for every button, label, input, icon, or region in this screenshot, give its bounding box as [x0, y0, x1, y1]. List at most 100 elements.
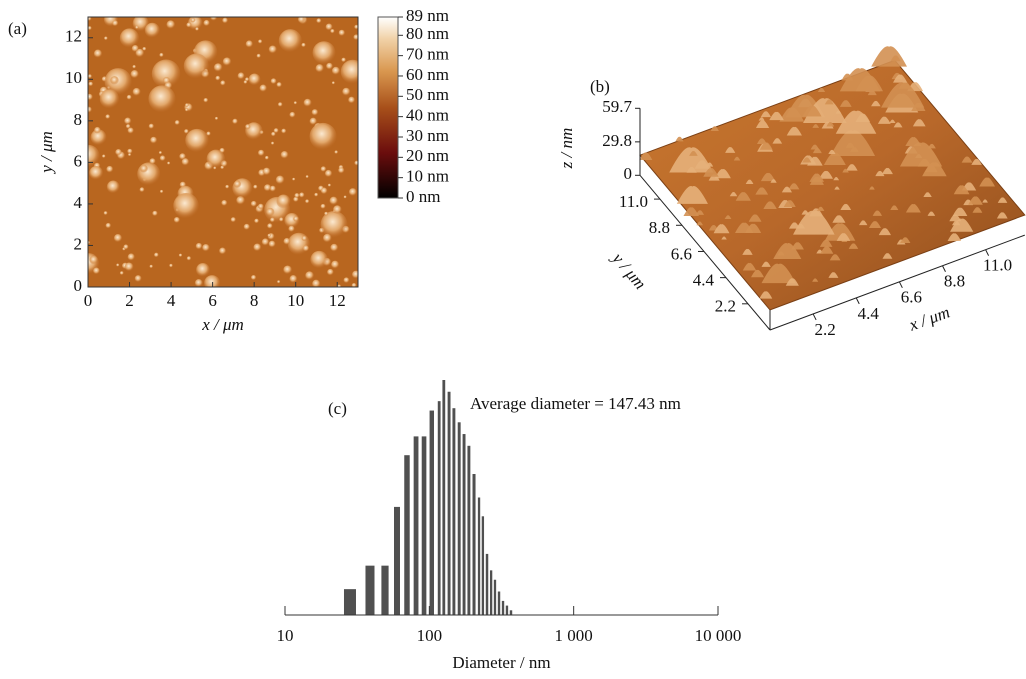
texture-blob	[276, 82, 282, 88]
colorbar-tick-label: 70 nm	[406, 45, 449, 64]
texture-blob	[354, 160, 358, 166]
surface-peak	[819, 239, 833, 247]
texture-blob	[312, 279, 321, 287]
bar	[501, 600, 505, 615]
z-tick-label: 59.7	[602, 97, 632, 116]
texture-blob	[265, 207, 275, 217]
surface-peak	[877, 116, 891, 124]
surface-peak	[951, 220, 961, 226]
surface-peak	[878, 228, 892, 236]
texture-blob	[222, 17, 229, 24]
texture-blob	[103, 211, 108, 216]
texture-blob	[254, 218, 260, 224]
surface-peak	[982, 199, 988, 203]
texture-blob	[305, 175, 309, 179]
texture-blob	[243, 80, 248, 85]
surface-peak	[755, 120, 770, 128]
texture-blob	[159, 189, 164, 194]
surface-peak	[686, 166, 697, 173]
texture-blob	[248, 73, 261, 86]
x-tick-label: 8.8	[944, 272, 965, 291]
texture-blob	[263, 184, 272, 192]
surface-peak	[725, 147, 736, 153]
x-tick-label: 0	[84, 291, 93, 310]
texture-blob	[124, 262, 134, 272]
texture-blob	[206, 149, 226, 169]
surface-peak	[785, 278, 799, 286]
texture-blob	[326, 62, 333, 70]
texture-blob	[152, 210, 158, 217]
surface-peak	[714, 169, 731, 179]
surface-peak	[899, 142, 943, 167]
texture-blob	[257, 149, 265, 157]
texture-blob	[88, 81, 94, 87]
texture-blob	[106, 165, 114, 173]
surface-peak	[840, 203, 852, 211]
texture-blob	[324, 169, 333, 178]
texture-blob	[354, 24, 358, 30]
surface-peak	[893, 122, 903, 128]
surface-peak	[953, 185, 970, 195]
texture-blob	[179, 153, 186, 160]
texture-blob	[338, 167, 345, 174]
bar	[485, 553, 489, 615]
texture-blob	[181, 158, 190, 166]
texture-blob	[104, 36, 108, 41]
texture-blob	[130, 70, 139, 79]
texture-blob	[116, 263, 120, 267]
bar	[343, 589, 356, 615]
surface-peak	[760, 172, 776, 182]
texture-blob	[174, 120, 180, 126]
bar	[467, 445, 471, 615]
surface-peak	[830, 130, 876, 156]
surface-peak	[696, 221, 704, 226]
surface-peak	[868, 221, 882, 229]
texture-blob	[213, 63, 223, 72]
surface-peak	[710, 126, 719, 131]
texture-blob	[341, 57, 347, 63]
x-axis-label: x / μm	[906, 302, 953, 334]
surface-peak	[770, 179, 777, 183]
surface-peak	[751, 269, 764, 278]
surface-peak	[769, 111, 784, 121]
panel-label: (a)	[8, 19, 27, 38]
x-tick-label: 10	[277, 626, 294, 645]
surface-peak	[950, 218, 974, 232]
surface-peak	[689, 151, 698, 156]
surface-peak	[826, 121, 835, 127]
texture-blob	[99, 89, 120, 109]
texture-blob	[90, 129, 107, 146]
texture-blob	[149, 158, 156, 165]
texture-blob	[292, 177, 296, 181]
bar	[421, 436, 427, 615]
surface-peak	[855, 75, 884, 92]
x-tick-label: 12	[329, 291, 346, 310]
surface-peak	[848, 243, 859, 249]
surface-peak	[695, 210, 705, 215]
surface-peak	[855, 113, 871, 122]
surface-peak	[871, 100, 881, 107]
texture-blob	[219, 247, 227, 255]
texture-blob	[124, 117, 132, 125]
texture-blob	[173, 192, 199, 219]
texture-blob	[237, 72, 245, 80]
texture-blob	[89, 255, 98, 265]
bar	[489, 570, 493, 615]
texture-blob	[102, 154, 106, 159]
bar	[442, 380, 446, 615]
surface-peak	[786, 126, 802, 136]
texture-blob	[159, 52, 164, 58]
y-tick-label: 2.2	[715, 297, 736, 316]
texture-blob	[203, 19, 210, 27]
texture-blob	[330, 29, 335, 34]
texture-blob	[221, 199, 228, 207]
texture-blob	[348, 96, 356, 104]
texture-blob	[126, 94, 132, 100]
bar	[365, 565, 375, 615]
texture-blob	[105, 222, 112, 229]
surface-peak	[729, 191, 738, 197]
texture-blob	[338, 29, 346, 37]
surface-peak	[793, 210, 835, 235]
surface-peak	[834, 186, 840, 190]
